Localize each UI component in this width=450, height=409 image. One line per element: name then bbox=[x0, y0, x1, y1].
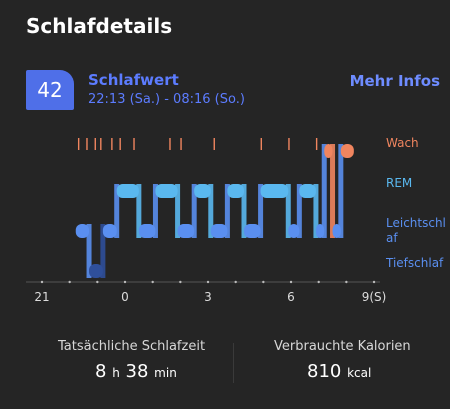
sleep-segment bbox=[243, 224, 261, 238]
calories-label: Verbrauchte Kalorien bbox=[274, 339, 411, 354]
x-axis-dot bbox=[317, 280, 320, 284]
awake-marker bbox=[94, 138, 96, 150]
x-axis-dot bbox=[262, 280, 265, 284]
stage-transition bbox=[321, 144, 327, 238]
sleep-segment bbox=[340, 144, 354, 158]
x-tick-label: 9(S) bbox=[361, 290, 387, 304]
sleep-segment bbox=[177, 224, 195, 238]
stage-transition bbox=[241, 184, 247, 238]
awake-marker bbox=[169, 138, 171, 150]
stage-transition bbox=[136, 184, 142, 238]
awake-marker bbox=[119, 138, 121, 150]
stage-transition bbox=[152, 184, 158, 238]
awake-marker bbox=[180, 138, 182, 150]
sleep-segment bbox=[89, 264, 103, 278]
sleep-segment bbox=[116, 184, 139, 198]
sleep-segment bbox=[102, 224, 117, 238]
x-tick-label: 6 bbox=[287, 290, 295, 304]
awake-marker bbox=[111, 138, 113, 150]
stage-transition bbox=[114, 184, 120, 238]
calories-unit: kcal bbox=[347, 366, 372, 380]
sleep-segment bbox=[227, 184, 244, 198]
awake-marker bbox=[133, 138, 135, 150]
sleep-score-badge: 42 bbox=[26, 70, 74, 110]
stage-transition bbox=[258, 184, 264, 238]
page-title: Schlafdetails bbox=[26, 14, 173, 38]
sleep-segment bbox=[194, 184, 211, 198]
x-tick-label: 3 bbox=[204, 290, 212, 304]
stage-label-rem: REM bbox=[386, 176, 413, 190]
stage-transition bbox=[86, 224, 92, 278]
x-axis-dot bbox=[40, 280, 44, 284]
sleep-segment bbox=[155, 184, 178, 198]
sleep-stage-chart bbox=[26, 138, 380, 284]
stage-transition bbox=[313, 184, 319, 238]
x-axis-dot bbox=[206, 280, 210, 284]
x-tick-label: 21 bbox=[34, 290, 50, 304]
x-axis-dot bbox=[68, 280, 71, 284]
stage-transition bbox=[175, 184, 181, 238]
x-axis-dot bbox=[234, 280, 237, 284]
stage-label-awake: Wach bbox=[386, 136, 419, 150]
x-axis-dot bbox=[96, 280, 99, 284]
awake-marker bbox=[260, 138, 262, 150]
sleep-segment bbox=[75, 224, 90, 238]
stats-divider bbox=[233, 343, 234, 383]
x-axis-dot bbox=[151, 280, 154, 284]
actual-sleep-value: 8 h 38 min bbox=[95, 361, 177, 382]
calories-value: 810 kcal bbox=[307, 361, 371, 382]
sleep-segment bbox=[210, 224, 228, 238]
awake-marker bbox=[315, 138, 318, 150]
sleep-segment bbox=[299, 184, 316, 198]
awake-marker bbox=[288, 138, 290, 150]
sleep-segment bbox=[315, 224, 325, 238]
stage-label-deep: Tiefschlaf bbox=[386, 256, 444, 270]
stage-transition bbox=[208, 184, 214, 238]
stage-transition bbox=[224, 184, 230, 238]
awake-marker bbox=[86, 138, 88, 150]
x-axis-dot bbox=[289, 280, 293, 284]
sleep-score-value: 42 bbox=[37, 78, 63, 102]
hours-unit: h bbox=[112, 366, 120, 380]
stage-transition bbox=[338, 144, 344, 238]
sleep-segment bbox=[324, 144, 333, 158]
sleep-score-label: Schlafwert bbox=[88, 71, 179, 89]
stage-transition bbox=[191, 184, 197, 238]
minutes-unit: min bbox=[154, 366, 177, 380]
awake-marker bbox=[77, 138, 80, 150]
sleep-segment bbox=[260, 184, 289, 198]
stage-transition bbox=[100, 224, 106, 278]
sleep-segment bbox=[332, 224, 341, 238]
actual-sleep-label: Tatsächliche Schlafzeit bbox=[58, 339, 206, 354]
calories-number: 810 bbox=[307, 361, 342, 382]
stage-label-light: Leichtschlaf bbox=[386, 216, 446, 245]
sleep-minutes: 38 bbox=[125, 361, 149, 382]
stage-transition bbox=[296, 184, 302, 238]
awake-marker bbox=[100, 138, 102, 150]
x-axis-dot bbox=[345, 280, 348, 284]
sleep-segment bbox=[138, 224, 156, 238]
stage-transition bbox=[330, 144, 336, 238]
x-axis-dot bbox=[123, 280, 127, 284]
x-axis-dot bbox=[372, 280, 376, 284]
more-info-link[interactable]: Mehr Infos bbox=[349, 72, 440, 90]
x-tick-label: 0 bbox=[121, 290, 129, 304]
stage-transition bbox=[285, 184, 291, 238]
awake-marker bbox=[213, 138, 215, 150]
sleep-time-range: 22:13 (Sa.) - 08:16 (So.) bbox=[88, 92, 245, 107]
sleep-hours: 8 bbox=[95, 361, 107, 382]
sleep-segment bbox=[288, 224, 300, 238]
x-axis-dot bbox=[179, 280, 182, 284]
